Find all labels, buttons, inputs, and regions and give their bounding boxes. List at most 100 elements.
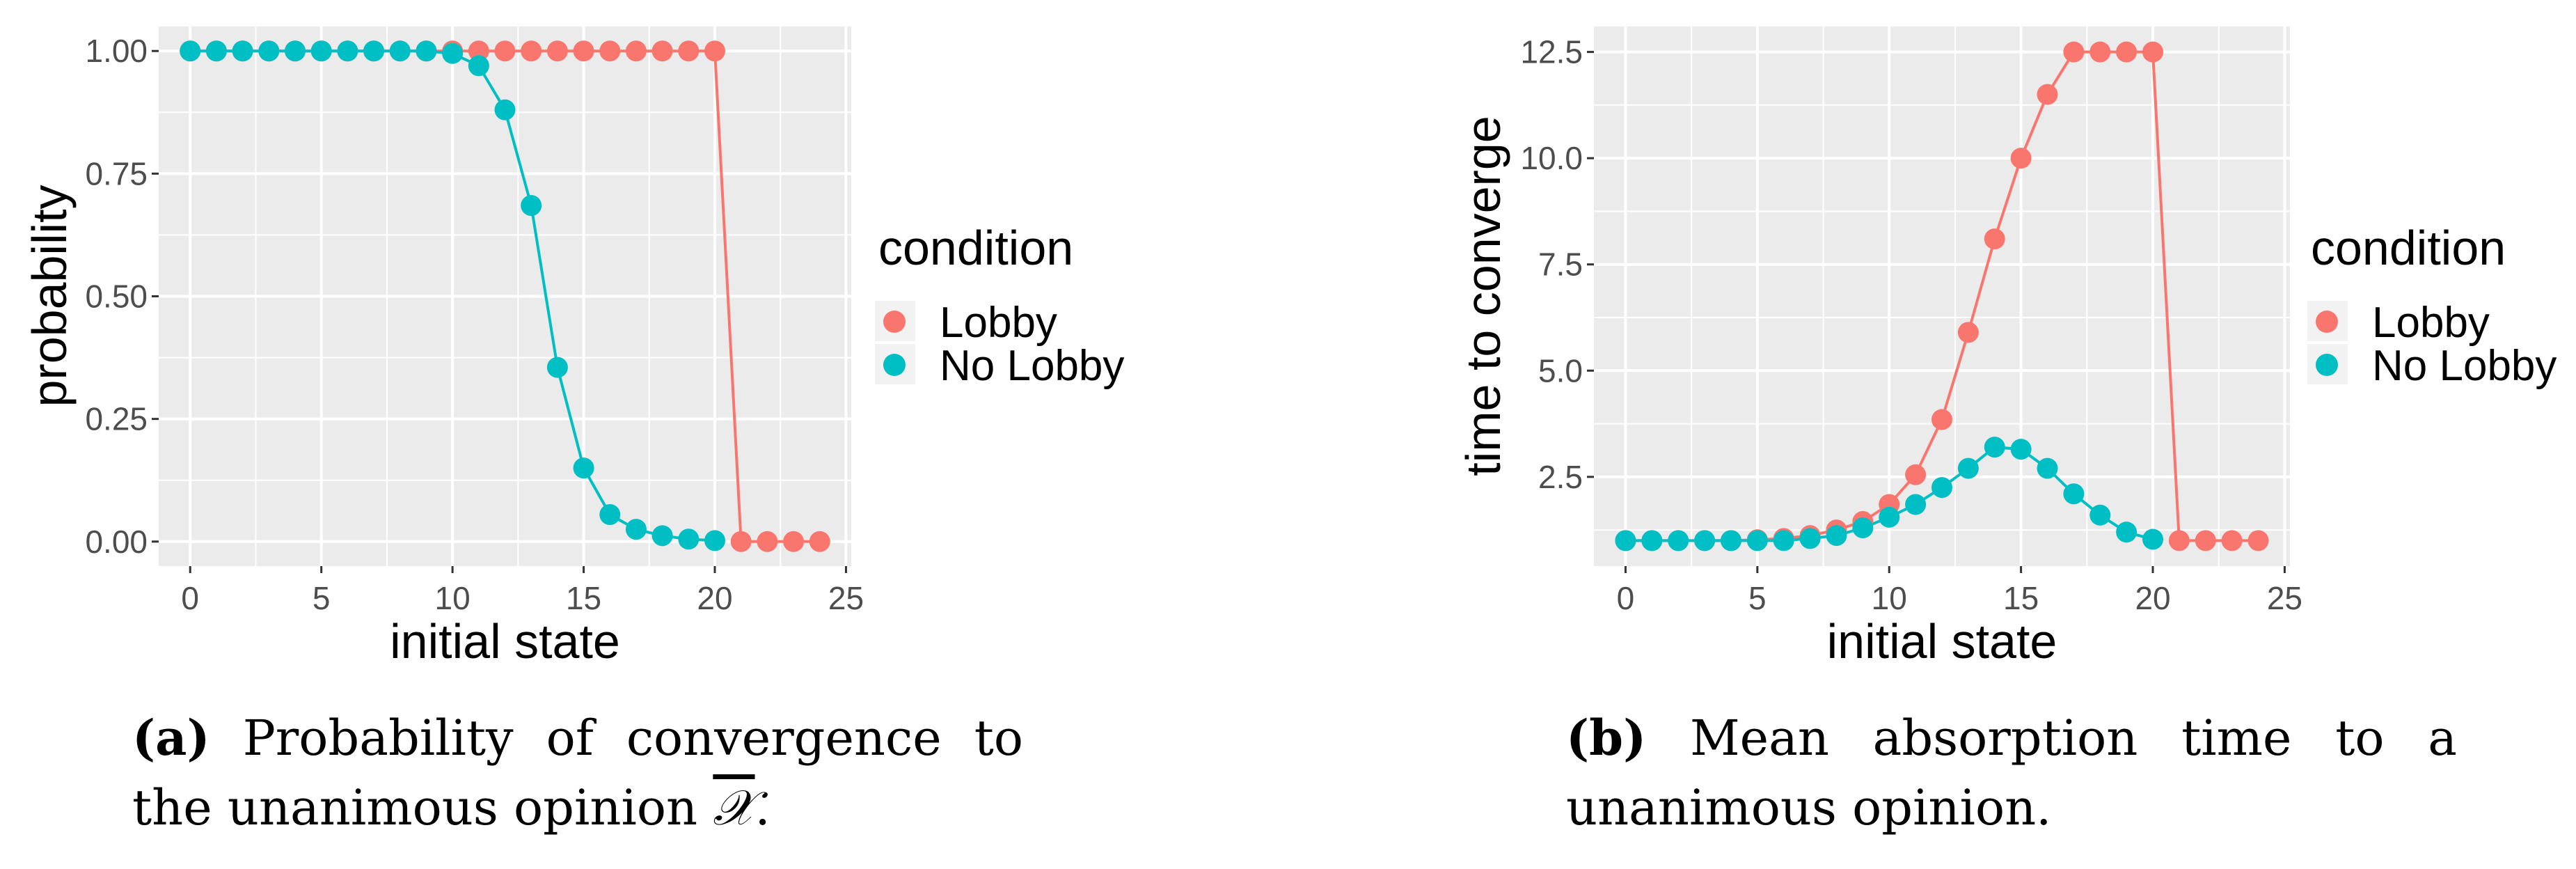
data-point-no-lobby [468, 55, 489, 77]
legend-key-no-lobby [2316, 354, 2338, 376]
data-point-no-lobby [625, 519, 647, 540]
caption-b-label: (b) [1566, 709, 1647, 767]
data-point-no-lobby [232, 40, 253, 62]
data-point-no-lobby [651, 525, 673, 547]
legend-label-lobby: Lobby [940, 299, 1057, 347]
x-tick-label: 0 [1617, 580, 1635, 616]
data-point-no-lobby [1799, 528, 1821, 549]
data-point-no-lobby [546, 357, 568, 378]
x-axis-label: initial state [390, 614, 620, 668]
caption-a-period: . [754, 779, 771, 836]
data-point-no-lobby [2116, 522, 2138, 543]
data-point-lobby [1957, 322, 1979, 343]
y-tick-label: 0.25 [85, 401, 148, 437]
legend-key-no-lobby [883, 354, 906, 376]
data-point-no-lobby [1984, 437, 2005, 458]
data-point-no-lobby [442, 42, 464, 64]
data-point-no-lobby [521, 195, 542, 217]
data-point-no-lobby [599, 504, 621, 526]
y-tick-label: 5.0 [1538, 352, 1583, 389]
data-point-lobby [2116, 41, 2138, 63]
y-tick-label: 1.00 [85, 33, 148, 69]
y-tick-label: 12.5 [1520, 34, 1583, 70]
caption-b: (b) Mean absorption time to a unanimous … [1566, 703, 2457, 843]
data-point-no-lobby [1773, 530, 1794, 551]
data-point-lobby [546, 40, 568, 62]
data-point-lobby [757, 531, 778, 552]
data-point-lobby [2089, 41, 2111, 63]
x-tick-label: 0 [181, 580, 199, 616]
legend-title: condition [2311, 221, 2506, 275]
caption-a-label: (a) [132, 709, 210, 767]
x-tick-label: 20 [2135, 580, 2170, 616]
data-point-lobby [809, 531, 830, 552]
legend-key-lobby [2316, 311, 2338, 333]
caption-a-text: Probability of convergence to the unanim… [132, 710, 1023, 836]
y-tick-label: 10.0 [1520, 140, 1583, 176]
x-tick-label: 10 [435, 580, 471, 616]
data-point-no-lobby [258, 40, 280, 62]
data-point-lobby [1905, 464, 1927, 485]
data-point-no-lobby [1905, 494, 1927, 515]
data-point-lobby [2221, 530, 2243, 551]
data-point-no-lobby [205, 40, 227, 62]
data-point-no-lobby [284, 40, 306, 62]
data-point-no-lobby [1931, 477, 1952, 499]
legend-label-no-lobby: No Lobby [940, 342, 1124, 390]
data-point-no-lobby [1852, 517, 1874, 539]
data-point-lobby [468, 40, 489, 62]
data-point-no-lobby [1746, 530, 1768, 551]
data-point-no-lobby [704, 530, 726, 551]
caption-b-text: Mean absorption time to a unanimous opin… [1566, 710, 2457, 836]
data-point-no-lobby [416, 40, 437, 62]
y-tick-label: 0.00 [85, 524, 148, 560]
data-point-lobby [521, 40, 542, 62]
data-point-no-lobby [2010, 439, 2032, 460]
data-point-lobby [1931, 409, 1952, 430]
data-point-no-lobby [310, 40, 332, 62]
data-point-no-lobby [1720, 530, 1741, 551]
data-point-no-lobby [2063, 483, 2085, 505]
chart-a: 0 5 10 15 20 25 0.00 0.25 0.50 0.75 1.00 initial st… [22, 26, 1124, 668]
data-point-lobby [2195, 530, 2216, 551]
data-point-no-lobby [678, 529, 700, 550]
data-point-no-lobby [337, 40, 358, 62]
x-tick-label: 25 [828, 580, 864, 616]
x-tick-label: 25 [2267, 580, 2302, 616]
y-tick-label: 0.50 [85, 279, 148, 315]
data-point-no-lobby [2142, 529, 2164, 550]
data-point-lobby [625, 40, 647, 62]
data-point-no-lobby [2089, 504, 2111, 526]
x-tick-label: 15 [2003, 580, 2039, 616]
legend-key-lobby [883, 311, 906, 333]
data-point-no-lobby [1957, 457, 1979, 479]
data-point-lobby [2010, 148, 2032, 169]
legend-label-no-lobby: No Lobby [2372, 342, 2557, 390]
x-axis-label: initial state [1827, 614, 2057, 668]
data-point-lobby [599, 40, 621, 62]
y-tick-label: 2.5 [1538, 459, 1583, 495]
y-tick-label: 7.5 [1538, 246, 1583, 283]
data-point-lobby [2247, 530, 2269, 551]
data-point-no-lobby [1879, 506, 1900, 528]
data-point-lobby [2168, 530, 2190, 551]
data-point-no-lobby [389, 40, 411, 62]
x-tick-label: 10 [1872, 580, 1907, 616]
chart-b: 0 5 10 15 20 25 2.5 5.0 7.5 10.0 12.5 initial state… [1456, 26, 2557, 668]
data-point-lobby [2063, 41, 2085, 63]
data-point-no-lobby [180, 40, 201, 62]
data-point-no-lobby [2037, 457, 2058, 479]
data-point-lobby [2037, 84, 2058, 105]
data-point-lobby [730, 531, 752, 552]
data-point-lobby [704, 40, 726, 62]
x-tick-label: 5 [1748, 580, 1767, 616]
x-tick-label: 15 [566, 580, 601, 616]
data-point-no-lobby [494, 99, 516, 120]
data-point-lobby [573, 40, 594, 62]
caption-a: (a) Probability of convergence to the un… [132, 703, 1023, 843]
y-axis-label: time to converge [1456, 116, 1510, 476]
legend-label-lobby: Lobby [2372, 299, 2490, 347]
data-point-lobby [651, 40, 673, 62]
legend-title: condition [878, 221, 1073, 275]
